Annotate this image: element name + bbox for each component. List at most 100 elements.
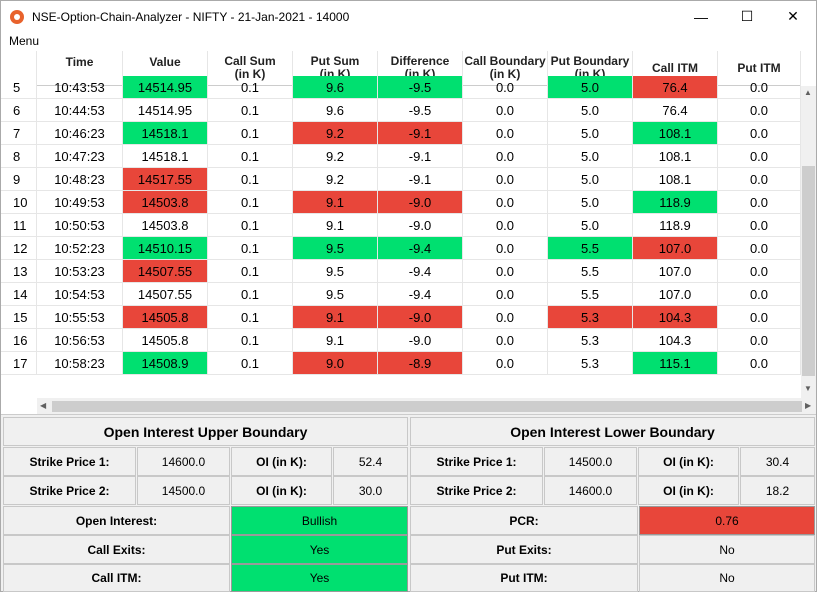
cell-difference[interactable]: -8.9 (378, 352, 463, 375)
cell-time[interactable]: 10:43:53 (37, 76, 123, 99)
cell-call-sum[interactable]: 0.1 (208, 168, 293, 191)
table-row[interactable]: 12 10:52:23 14510.15 0.1 9.5 -9.4 0.0 5.5 107.0 0… (1, 237, 801, 260)
cell-put-boundary[interactable]: 5.5 (548, 283, 633, 306)
cell-call-itm[interactable]: 107.0 (633, 237, 718, 260)
cell-call-boundary[interactable]: 0.0 (463, 352, 548, 375)
horizontal-scrollbar[interactable]: ◀ ▶ (37, 398, 816, 414)
cell-put-itm[interactable]: 0.0 (718, 306, 801, 329)
cell-put-boundary[interactable]: 5.5 (548, 237, 633, 260)
cell-call-itm[interactable]: 107.0 (633, 260, 718, 283)
table-row[interactable]: 6 10:44:53 14514.95 0.1 9.6 -9.5 0.0 5.0 76.4 0.0 (1, 99, 801, 122)
cell-value[interactable]: 14508.9 (123, 352, 208, 375)
row-number[interactable]: 6 (1, 99, 37, 122)
menu-button[interactable]: Menu (9, 34, 40, 48)
cell-put-sum[interactable]: 9.6 (293, 76, 378, 99)
cell-call-boundary[interactable]: 0.0 (463, 122, 548, 145)
cell-put-itm[interactable]: 0.0 (718, 122, 801, 145)
cell-call-boundary[interactable]: 0.0 (463, 214, 548, 237)
cell-call-sum[interactable]: 0.1 (208, 306, 293, 329)
row-number[interactable]: 9 (1, 168, 37, 191)
cell-call-boundary[interactable]: 0.0 (463, 191, 548, 214)
cell-difference[interactable]: -9.1 (378, 168, 463, 191)
table-row[interactable]: 9 10:48:23 14517.55 0.1 9.2 -9.1 0.0 5.0 108.1 0.… (1, 168, 801, 191)
header-time[interactable]: Time (37, 51, 123, 86)
cell-put-boundary[interactable]: 5.0 (548, 191, 633, 214)
cell-call-boundary[interactable]: 0.0 (463, 283, 548, 306)
row-number[interactable]: 11 (1, 214, 37, 237)
cell-put-boundary[interactable]: 5.3 (548, 352, 633, 375)
cell-call-sum[interactable]: 0.1 (208, 283, 293, 306)
cell-put-sum[interactable]: 9.1 (293, 329, 378, 352)
table-row[interactable]: 7 10:46:23 14518.1 0.1 9.2 -9.1 0.0 5.0 108.1 0.0 (1, 122, 801, 145)
cell-value[interactable]: 14514.95 (123, 99, 208, 122)
cell-call-itm[interactable]: 104.3 (633, 329, 718, 352)
cell-call-sum[interactable]: 0.1 (208, 329, 293, 352)
cell-call-sum[interactable]: 0.1 (208, 352, 293, 375)
cell-time[interactable]: 10:49:53 (37, 191, 123, 214)
cell-put-sum[interactable]: 9.1 (293, 191, 378, 214)
table-row[interactable]: 11 10:50:53 14503.8 0.1 9.1 -9.0 0.0 5.0 118.9 0.… (1, 214, 801, 237)
cell-call-itm[interactable]: 118.9 (633, 214, 718, 237)
cell-value[interactable]: 14503.8 (123, 214, 208, 237)
row-number[interactable]: 13 (1, 260, 37, 283)
cell-put-itm[interactable]: 0.0 (718, 214, 801, 237)
cell-call-sum[interactable]: 0.1 (208, 260, 293, 283)
table-row[interactable]: 15 10:55:53 14505.8 0.1 9.1 -9.0 0.0 5.3 104.3 0.… (1, 306, 801, 329)
scroll-down-icon[interactable]: ▼ (804, 384, 812, 393)
table-row[interactable]: 17 10:58:23 14508.9 0.1 9.0 -8.9 0.0 5.3 115.1 0.… (1, 352, 801, 375)
cell-value[interactable]: 14505.8 (123, 329, 208, 352)
cell-put-boundary[interactable]: 5.5 (548, 260, 633, 283)
cell-put-boundary[interactable]: 5.0 (548, 214, 633, 237)
row-number[interactable]: 5 (1, 76, 37, 99)
cell-call-itm[interactable]: 76.4 (633, 99, 718, 122)
row-number[interactable]: 7 (1, 122, 37, 145)
cell-put-boundary[interactable]: 5.3 (548, 306, 633, 329)
row-number[interactable]: 10 (1, 191, 37, 214)
table-row[interactable]: 5 10:43:53 14514.95 0.1 9.6 -9.5 0.0 5.0 76.4 0.0 (1, 76, 801, 99)
cell-put-sum[interactable]: 9.0 (293, 352, 378, 375)
scroll-right-icon[interactable]: ▶ (805, 401, 812, 410)
cell-time[interactable]: 10:55:53 (37, 306, 123, 329)
cell-call-boundary[interactable]: 0.0 (463, 306, 548, 329)
cell-put-itm[interactable]: 0.0 (718, 260, 801, 283)
table-row[interactable]: 10 10:49:53 14503.8 0.1 9.1 -9.0 0.0 5.0 118.9 0.… (1, 191, 801, 214)
cell-difference[interactable]: -9.0 (378, 214, 463, 237)
cell-call-boundary[interactable]: 0.0 (463, 260, 548, 283)
cell-time[interactable]: 10:46:23 (37, 122, 123, 145)
vertical-scroll-thumb[interactable] (802, 166, 815, 376)
cell-put-sum[interactable]: 9.2 (293, 122, 378, 145)
cell-put-sum[interactable]: 9.5 (293, 283, 378, 306)
cell-time[interactable]: 10:56:53 (37, 329, 123, 352)
cell-call-itm[interactable]: 104.3 (633, 306, 718, 329)
cell-call-itm[interactable]: 118.9 (633, 191, 718, 214)
cell-time[interactable]: 10:48:23 (37, 168, 123, 191)
cell-put-itm[interactable]: 0.0 (718, 191, 801, 214)
cell-put-boundary[interactable]: 5.0 (548, 145, 633, 168)
cell-put-itm[interactable]: 0.0 (718, 352, 801, 375)
cell-put-sum[interactable]: 9.2 (293, 168, 378, 191)
cell-time[interactable]: 10:44:53 (37, 99, 123, 122)
cell-call-boundary[interactable]: 0.0 (463, 76, 548, 99)
scroll-left-icon[interactable]: ◀ (40, 401, 47, 410)
cell-difference[interactable]: -9.4 (378, 283, 463, 306)
cell-call-sum[interactable]: 0.1 (208, 122, 293, 145)
cell-call-sum[interactable]: 0.1 (208, 191, 293, 214)
close-icon[interactable]: ✕ (787, 8, 799, 24)
cell-put-sum[interactable]: 9.1 (293, 306, 378, 329)
cell-value[interactable]: 14518.1 (123, 122, 208, 145)
minimize-icon[interactable]: — (694, 8, 708, 25)
cell-call-boundary[interactable]: 0.0 (463, 99, 548, 122)
cell-time[interactable]: 10:58:23 (37, 352, 123, 375)
cell-call-sum[interactable]: 0.1 (208, 145, 293, 168)
cell-difference[interactable]: -9.4 (378, 237, 463, 260)
cell-time[interactable]: 10:52:23 (37, 237, 123, 260)
cell-call-sum[interactable]: 0.1 (208, 214, 293, 237)
cell-call-boundary[interactable]: 0.0 (463, 168, 548, 191)
cell-put-itm[interactable]: 0.0 (718, 76, 801, 99)
row-number[interactable]: 12 (1, 237, 37, 260)
cell-call-sum[interactable]: 0.1 (208, 99, 293, 122)
cell-put-boundary[interactable]: 5.0 (548, 122, 633, 145)
cell-put-itm[interactable]: 0.0 (718, 237, 801, 260)
table-row[interactable]: 13 10:53:23 14507.55 0.1 9.5 -9.4 0.0 5.5 107.0 0… (1, 260, 801, 283)
cell-time[interactable]: 10:53:23 (37, 260, 123, 283)
